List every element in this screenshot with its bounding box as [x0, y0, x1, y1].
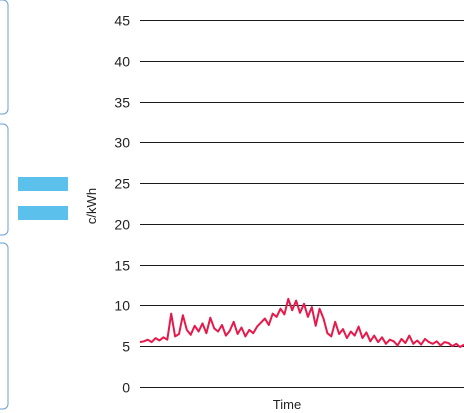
side-panel	[0, 0, 9, 410]
y-tick-label: 10	[114, 298, 130, 314]
y-tick-label: 45	[114, 13, 130, 29]
y-tick-labels: 0 5 10 15 20 25 30 35 40 45	[114, 13, 130, 396]
side-card-middle	[0, 123, 9, 236]
y-tick-label: 15	[114, 258, 130, 274]
y-tick-label: 20	[114, 217, 130, 233]
y-tick-label: 0	[122, 380, 130, 396]
equals-icon-bar-bottom	[18, 206, 68, 220]
x-axis-label: Time	[273, 397, 301, 412]
equals-icon-bar-top	[18, 177, 68, 191]
grid-lines	[140, 20, 464, 388]
y-axis-label: c/kWh	[84, 188, 99, 224]
side-card-top	[0, 0, 9, 115]
side-card-bottom	[0, 242, 9, 410]
y-tick-label: 40	[114, 54, 130, 70]
equals-icon	[18, 177, 68, 220]
price-series-line	[139, 297, 464, 348]
y-tick-label: 25	[114, 176, 130, 192]
series-layer	[139, 297, 464, 348]
y-tick-label: 35	[114, 95, 130, 111]
y-tick-label: 5	[122, 339, 130, 355]
y-tick-label: 30	[114, 135, 130, 151]
